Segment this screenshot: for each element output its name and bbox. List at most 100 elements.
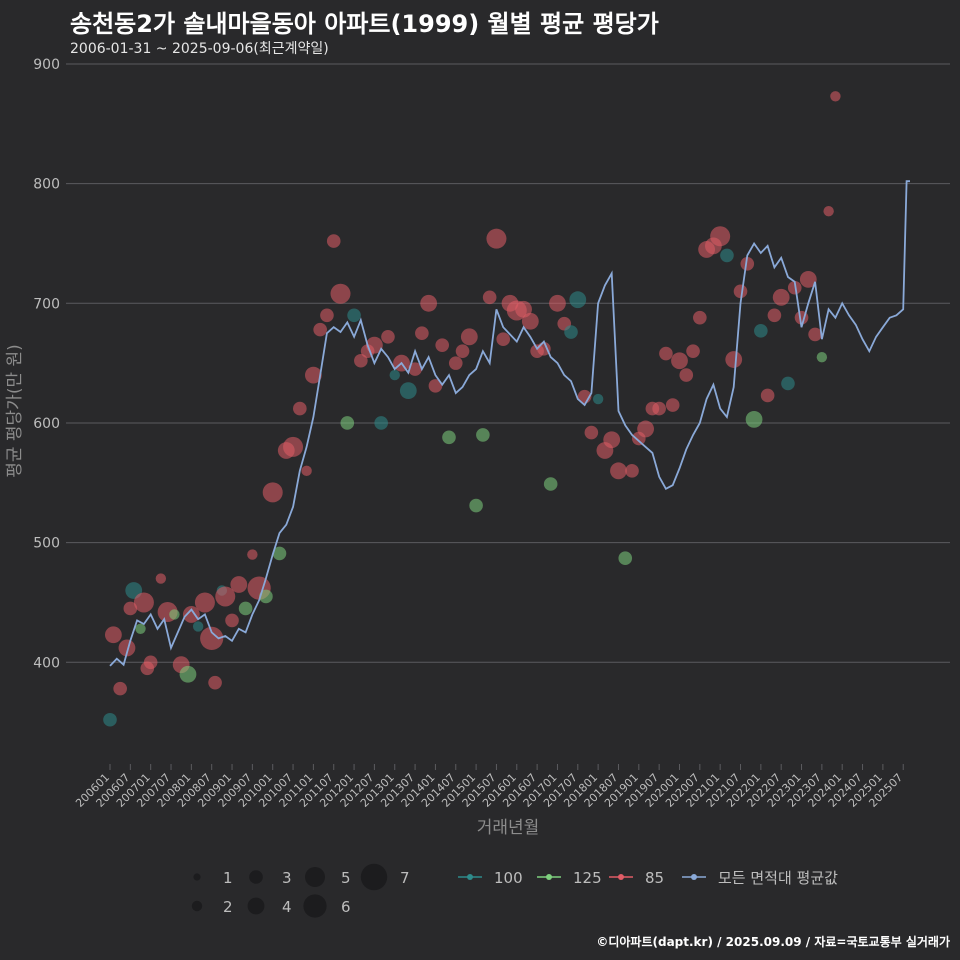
data-bubble: [693, 310, 707, 325]
size-legend-swatch: [360, 863, 388, 891]
data-bubble: [569, 291, 587, 309]
data-bubble: [745, 410, 763, 428]
y-tick-label: 600: [33, 416, 60, 432]
data-bubble: [123, 601, 138, 616]
data-bubble: [754, 324, 768, 338]
data-bubble: [238, 601, 253, 616]
y-tick-label: 400: [33, 655, 60, 671]
data-bubble: [781, 376, 795, 391]
x-axis-label: 거래년월: [477, 818, 540, 838]
series-legend-dot: [618, 874, 624, 880]
data-bubble: [304, 366, 322, 384]
avg-price-line: [109, 180, 910, 667]
data-bubble: [816, 351, 828, 363]
size-legend-swatch: [249, 870, 263, 884]
data-bubble: [665, 398, 680, 412]
data-bubble: [182, 606, 200, 623]
data-bubble: [230, 576, 248, 593]
data-bubble: [259, 589, 273, 604]
data-bubble: [486, 228, 507, 249]
data-bubble: [133, 592, 154, 613]
data-bubble: [733, 284, 748, 299]
data-bubble: [521, 312, 539, 330]
data-bubble: [208, 675, 222, 690]
data-bubble: [476, 428, 490, 442]
data-bubble: [448, 356, 463, 370]
size-legend-label: 7: [400, 869, 410, 887]
data-bubble: [720, 248, 734, 263]
data-bubble: [767, 308, 782, 323]
data-bubble: [760, 388, 775, 403]
chart-subtitle: 2006-01-31 ~ 2025-09-06(최근계약일): [70, 41, 329, 57]
y-axis-label: 평균 평당가(만 원): [5, 344, 25, 478]
data-bubble: [772, 288, 790, 306]
data-bubble: [135, 623, 146, 634]
series-legend-label: 모든 면적대 평균값: [718, 869, 838, 887]
data-bubble: [740, 257, 755, 271]
data-bubble: [313, 322, 327, 337]
y-tick-label: 800: [33, 177, 60, 193]
data-bubble: [354, 353, 368, 368]
series-legend-dot: [691, 874, 697, 880]
data-bubble: [301, 465, 312, 477]
data-bubble: [564, 325, 578, 339]
series-legend-dot: [467, 874, 473, 880]
data-bubble: [247, 549, 258, 560]
data-bubble: [192, 621, 204, 632]
data-bubble: [200, 626, 224, 650]
data-bubble: [118, 639, 136, 657]
data-bubble: [725, 351, 743, 368]
y-tick-label: 900: [33, 57, 60, 73]
size-legend-label: 6: [341, 898, 351, 916]
data-bubble: [366, 336, 383, 354]
size-legend-swatch: [303, 894, 327, 918]
data-bubble: [340, 416, 355, 430]
data-bubble: [225, 613, 239, 628]
data-bubble: [428, 379, 443, 393]
data-bubble: [143, 655, 158, 670]
data-bubble: [460, 328, 478, 346]
data-bubble: [272, 546, 287, 561]
data-bubble: [215, 586, 236, 607]
chart-title: 송천동2가 솔내마을동아 아파트(1999) 월별 평균 평당가: [70, 10, 659, 38]
y-tick-label: 700: [33, 296, 60, 312]
series-legend-label: 85: [645, 869, 664, 887]
size-legend-swatch: [247, 897, 265, 915]
size-legend-label: 3: [282, 869, 292, 887]
data-bubble: [830, 91, 841, 102]
size-legend-swatch: [193, 873, 201, 881]
data-bubble: [104, 626, 122, 644]
data-bubble: [326, 234, 341, 248]
series-legend-dot: [546, 874, 552, 880]
size-legend-swatch: [191, 900, 203, 912]
data-bubble: [103, 712, 117, 727]
size-legend-label: 1: [223, 869, 233, 887]
data-bubble: [330, 283, 351, 304]
series-legend-label: 100: [494, 869, 523, 887]
data-bubble: [679, 368, 694, 382]
data-bubble: [420, 294, 438, 312]
data-bubble: [618, 551, 633, 565]
source-credit: ©디아파트(dapt.kr) / 2025.09.09 / 자료=국토교통부 실…: [596, 935, 950, 949]
data-bubble: [625, 464, 639, 478]
size-legend-swatch: [305, 867, 325, 887]
data-bubble: [155, 573, 167, 584]
data-bubble: [415, 326, 429, 341]
data-bubble: [113, 681, 127, 696]
data-bubble: [671, 352, 688, 370]
data-bubble: [543, 477, 558, 491]
y-tick-label: 500: [33, 536, 60, 552]
data-bubble: [374, 416, 388, 430]
series-legend-label: 125: [573, 869, 602, 887]
data-bubble: [549, 294, 566, 312]
data-bubble: [603, 431, 621, 449]
data-bubble: [610, 462, 627, 480]
data-bubble: [320, 308, 334, 323]
data-bubble: [469, 498, 483, 513]
data-bubble: [710, 226, 731, 247]
data-bubble: [194, 592, 215, 613]
data-bubble: [389, 369, 400, 381]
data-bubble: [179, 665, 197, 683]
data-bubble: [686, 344, 700, 358]
